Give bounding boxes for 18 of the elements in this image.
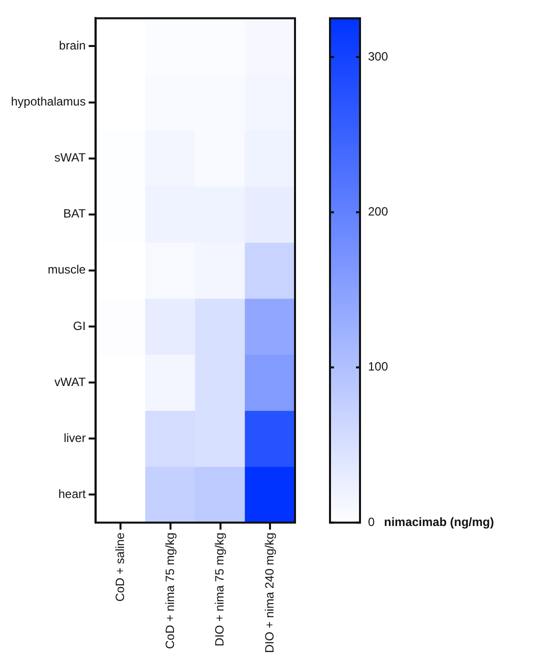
color-bar-label: 200	[368, 204, 388, 219]
y-tick-label: hypothalamus	[10, 94, 86, 109]
y-tick-label: muscle	[48, 262, 86, 277]
color-bar-label: 0	[368, 514, 375, 529]
x-tick-label: DIO + nima 240 mg/kg	[262, 532, 276, 654]
y-tick-label: sWAT	[54, 150, 86, 165]
y-tick-label: heart	[58, 486, 86, 501]
x-tick-label: CoD + saline	[112, 532, 127, 602]
y-tick-label: vWAT	[54, 374, 86, 389]
x-tick-label: DIO + nima 75 mg/kg	[212, 532, 227, 646]
y-tick-label: brain	[59, 38, 86, 53]
color-bar-label: 300	[368, 49, 388, 64]
y-tick-label: BAT	[63, 206, 86, 221]
y-tick-label: GI	[73, 318, 86, 333]
color-bar-title: nimacimab (ng/mg)	[384, 514, 494, 529]
x-tick-label: CoD + nima 75 mg/kg	[162, 532, 177, 650]
y-tick-label: liver	[64, 430, 86, 445]
color-bar-label: 100	[368, 360, 388, 374]
